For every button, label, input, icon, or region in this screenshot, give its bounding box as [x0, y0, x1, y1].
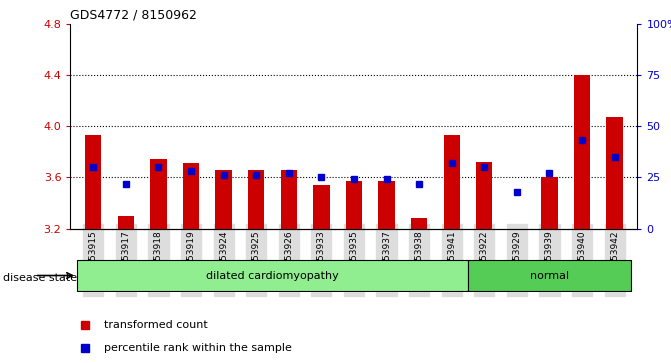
Text: disease state: disease state [3, 273, 77, 283]
Bar [313, 185, 329, 229]
FancyBboxPatch shape [468, 261, 631, 290]
Text: percentile rank within the sample: percentile rank within the sample [105, 343, 293, 352]
Text: GDS4772 / 8150962: GDS4772 / 8150962 [70, 8, 197, 21]
Bar [476, 162, 493, 229]
Bar [215, 170, 231, 229]
FancyBboxPatch shape [77, 261, 468, 290]
Bar [541, 178, 558, 229]
Bar [150, 159, 166, 229]
Bar [248, 170, 264, 229]
Text: transformed count: transformed count [105, 321, 208, 330]
Bar [378, 181, 395, 229]
Bar [280, 170, 297, 229]
Bar [607, 117, 623, 229]
Bar [444, 135, 460, 229]
Text: dilated cardiomyopathy: dilated cardiomyopathy [206, 270, 339, 281]
Text: normal: normal [530, 270, 569, 281]
Bar [183, 163, 199, 229]
Bar [85, 135, 101, 229]
Bar [411, 219, 427, 229]
Bar [117, 216, 134, 229]
Bar [574, 75, 590, 229]
Bar [346, 181, 362, 229]
